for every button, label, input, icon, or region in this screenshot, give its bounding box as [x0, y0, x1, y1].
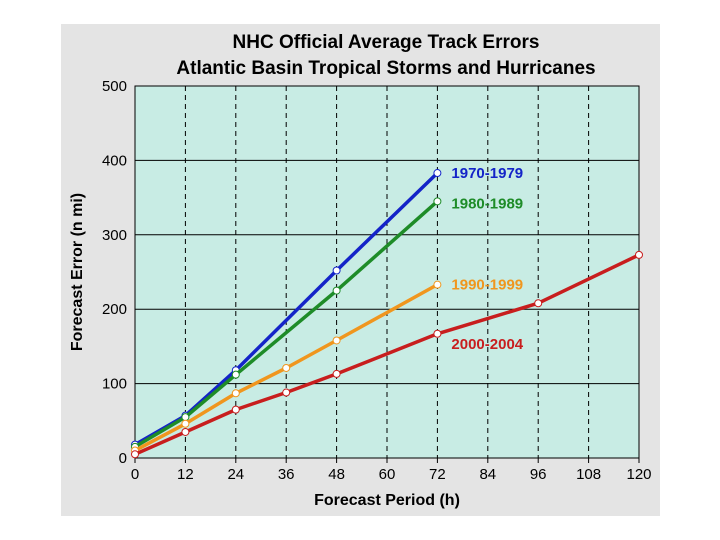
x-tick-label: 36	[278, 466, 295, 483]
y-tick-label: 500	[102, 78, 127, 95]
series-line-1990-1999	[134, 283, 439, 453]
data-point-1990-1999	[181, 419, 190, 428]
x-tick-label: 24	[227, 466, 244, 483]
x-tick-label: 120	[626, 466, 651, 483]
axes: 0 12 24 36 48 60 72 84 96 108 120 0 100 200 300 400 500	[102, 78, 652, 483]
series-line-2000-2004	[134, 253, 640, 456]
data-point-2000-2004	[231, 405, 240, 414]
data-point-1980-1989	[231, 370, 240, 379]
x-tick-label: 96	[530, 466, 547, 483]
y-tick-label: 200	[102, 301, 127, 318]
chart-title: NHC Official Average Track Errors	[232, 32, 540, 53]
data-point-1970-1979	[332, 266, 341, 275]
x-tick-label: 12	[177, 466, 194, 483]
chart-title-block: NHC Official Average Track Errors Atlant…	[61, 30, 711, 82]
data-point-2000-2004	[282, 388, 291, 397]
x-tick-label: 48	[328, 466, 345, 483]
chart-subtitle: Atlantic Basin Tropical Storms and Hurri…	[176, 58, 596, 79]
y-tick-label: 0	[119, 450, 127, 467]
data-point-1990-1999	[231, 389, 240, 398]
data-point-1970-1979	[433, 169, 442, 178]
series-label-2000-2004: 2000-2004	[451, 336, 523, 353]
data-point-2000-2004	[332, 369, 341, 378]
x-tick-label: 60	[379, 466, 396, 483]
y-tick-label: 300	[102, 227, 127, 244]
data-point-1980-1989	[433, 197, 442, 206]
series-layer: 1970-1979 1980-1989 1990-1999 2000-2004	[131, 165, 643, 459]
data-point-1990-1999	[282, 363, 291, 372]
data-point-2000-2004	[181, 427, 190, 436]
data-point-1990-1999	[433, 280, 442, 289]
data-point-2000-2004	[534, 299, 543, 308]
data-point-1980-1989	[332, 286, 341, 295]
plot-frame	[134, 85, 640, 459]
data-point-1990-1999	[332, 336, 341, 345]
data-point-2000-2004	[635, 250, 643, 259]
series-label-1980-1989: 1980-1989	[451, 195, 523, 212]
data-point-1980-1989	[181, 413, 190, 422]
y-axis-label: Forecast Error (n mi)	[69, 193, 86, 351]
series-label-1970-1979: 1970-1979	[451, 165, 523, 182]
y-tick-label: 400	[102, 152, 127, 169]
x-axis-label: Forecast Period (h)	[314, 492, 460, 509]
series-label-1990-1999: 1990-1999	[451, 277, 523, 294]
y-tick-label: 100	[102, 376, 127, 393]
x-tick-label: 84	[479, 466, 496, 483]
data-point-2000-2004	[433, 329, 442, 338]
x-tick-label: 0	[131, 466, 139, 483]
x-tick-label: 108	[576, 466, 601, 483]
data-point-2000-2004	[131, 450, 139, 459]
x-tick-label: 72	[429, 466, 446, 483]
